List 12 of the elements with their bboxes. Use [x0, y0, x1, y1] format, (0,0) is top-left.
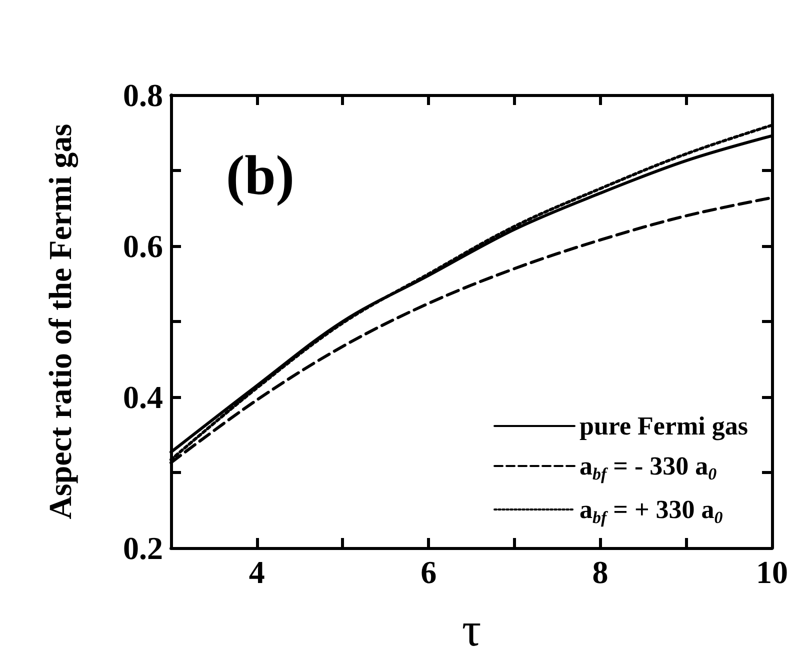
- y-tick-label: 0.4: [123, 379, 163, 415]
- legend-label: pure Fermi gas: [580, 412, 748, 440]
- x-tick-label: 10: [756, 554, 788, 590]
- x-tick-label: 8: [592, 554, 608, 590]
- y-axis-title: Aspect ratio of the Fermi gas: [42, 124, 79, 520]
- x-tick-label: 6: [420, 554, 437, 590]
- annotation: (b): [226, 145, 294, 207]
- x-axis-title: τ: [462, 604, 482, 656]
- y-tick-label: 0.8: [123, 77, 163, 113]
- y-tick-label: 0.2: [123, 530, 163, 566]
- x-tick-label: 4: [248, 554, 265, 590]
- y-tick-label: 0.6: [123, 228, 163, 264]
